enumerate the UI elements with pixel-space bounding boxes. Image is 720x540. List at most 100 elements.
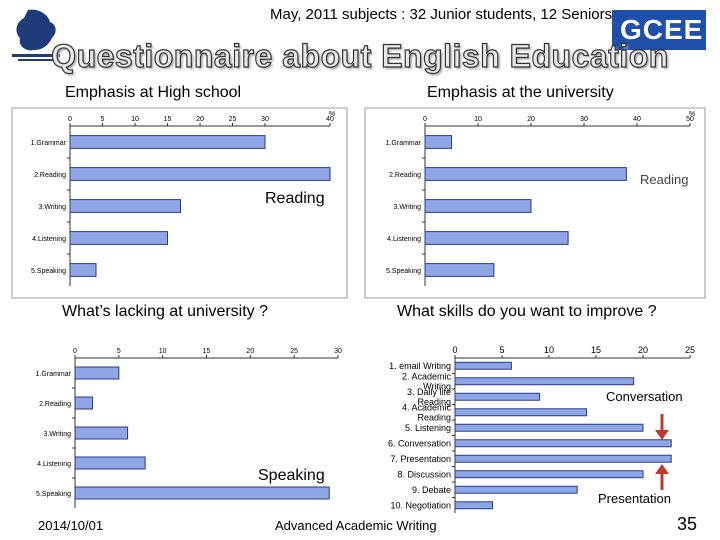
x-tick-label: 0 [73,348,77,355]
chart-frame [364,107,706,299]
chart-frame [11,107,348,299]
category-label: 5.Speaking [36,491,71,498]
category-label: 7. Presentation [390,454,451,464]
bar [454,454,672,463]
category-label: 5.Speaking [31,268,66,275]
bar [454,439,672,448]
chart-title-improve: What skills do you want to improve ? [397,303,657,320]
chart-highschool: 0 5 10 15 20 25 30 40% 1.Grammar 2.Reading 3.Writi… [11,107,348,299]
x-tick-label: 0 [68,116,72,123]
x-tick-label: 10 [131,116,139,123]
bar [74,396,94,410]
x-tick-label: 15 [591,345,601,355]
x-tick-label: 20 [246,348,254,355]
bar [424,135,452,149]
bar [454,423,644,432]
callout-speaking: Speaking [258,467,325,484]
category-label: 1.Grammar [36,371,72,378]
down-arrow-icon [655,414,669,440]
x-tick-label: 5 [499,345,504,355]
category-label: 3.Writing [394,204,422,211]
bar [424,199,532,213]
page-number: 35 [677,514,698,534]
x-tick-label: 15 [164,116,172,123]
chart-title-lacking: What’s lacking at university ? [62,303,269,320]
category-label: 9. Debate [412,485,451,495]
bar [69,167,331,181]
x-tick-label: 15 [203,348,211,355]
survey-meta-text: May, 2011 subjects : 32 Junior students,… [270,6,613,23]
bar [454,377,635,386]
x-unit-label: % [689,111,695,118]
x-tick-label: 0 [423,116,427,123]
bar [454,361,512,370]
category-label: 1.Grammar [386,140,422,147]
gcee-logo-text: GCEE [620,14,704,45]
category-label: 3.Writing [39,204,67,211]
category-label: 6. Conversation [388,438,451,448]
chart-university: 0 10 20 30 40 50% 1.Grammar 2.Reading 3.Writing 4… [364,107,706,299]
category-label: 4.Listening [387,236,421,243]
chart-title-highschool: Emphasis at High school [65,84,242,101]
category-label: 2.Reading [34,172,66,179]
x-tick-label: 20 [527,116,535,123]
bar [424,263,495,277]
bar [454,501,494,510]
bar [74,456,146,470]
arrows [655,414,669,490]
bar [454,470,644,479]
x-tick-label: 30 [261,116,269,123]
category-label: 2.Reading [39,401,71,408]
x-tick-label: 5 [101,116,105,123]
x-tick-label: 30 [334,348,342,355]
bar [69,231,168,245]
category-label: 3. Daily life Reading [407,387,451,407]
bar [454,408,588,417]
x-tick-label: 5 [117,348,121,355]
bar [454,485,578,494]
bar [69,199,181,213]
category-label: 5.Speaking [386,268,421,275]
x-unit-label: % [329,111,335,118]
callout-reading-highschool: Reading [265,190,325,207]
x-tick-label: 40 [633,116,641,123]
callout-reading-university: Reading [640,172,689,187]
category-label: 2.Reading [389,172,421,179]
x-tick-label: 40 [326,116,334,123]
chart-lacking: 0 5 10 15 20 25 30 1.Grammar 2.Reading 3.Writing 4… [36,348,342,508]
x-tick-label: 50 [686,116,694,123]
callout-presentation: Presentation [598,491,671,506]
up-arrow-icon [655,464,669,490]
x-tick-label: 25 [229,116,237,123]
x-tick-label: 10 [544,345,554,355]
x-tick-label: 20 [196,116,204,123]
x-tick-label: 0 [452,345,457,355]
x-tick-label: 10 [474,116,482,123]
x-tick-label: 20 [638,345,648,355]
chart-title-university: Emphasis at the university [427,84,614,101]
x-tick-label: 25 [685,345,695,355]
bar [69,263,97,277]
x-tick-label: 30 [580,116,588,123]
footer-title: Advanced Academic Writing [275,518,437,533]
footer-date: 2014/10/01 [38,518,104,533]
bar [74,486,330,500]
bar [74,366,120,380]
category-label: 4.Listening [37,461,71,468]
category-label: 5. Listening [405,423,451,433]
gcee-logo: GCEE [612,10,706,50]
bar [69,135,266,149]
callout-conversation: Conversation [606,389,683,404]
x-tick-label: 10 [159,348,167,355]
category-label: 1.Grammar [31,140,67,147]
slide-title: Questionnaire about English Education [51,37,669,74]
category-label: 4.Listening [32,236,66,243]
category-label: 3.Writing [44,431,72,438]
bar [424,167,627,181]
category-label: 2. Academic Writing [402,371,452,391]
category-label: 1. email Writing [389,361,451,371]
category-label: 8. Discussion [397,469,451,479]
x-tick-label: 25 [290,348,298,355]
category-label: 10. Negotiation [390,500,451,510]
